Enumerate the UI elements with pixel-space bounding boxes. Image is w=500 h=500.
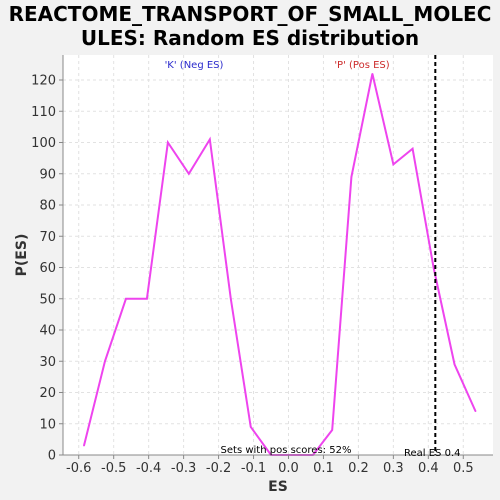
series-point-0-16 bbox=[411, 147, 414, 150]
x-tick-label-4: -0.2 bbox=[206, 461, 231, 476]
x-tick-label-2: -0.4 bbox=[136, 461, 161, 476]
series-point-0-2 bbox=[125, 297, 127, 300]
x-tick-label-9: 0.3 bbox=[383, 461, 404, 476]
series-point-0-12 bbox=[331, 429, 333, 431]
y-tick-label-10: 100 bbox=[31, 136, 56, 151]
series-point-0-15 bbox=[392, 163, 395, 166]
grid-lines bbox=[63, 55, 493, 456]
x-tick-label-8: 0.2 bbox=[348, 461, 369, 476]
y-tick-label-9: 90 bbox=[39, 167, 56, 182]
y-tick-label-4: 40 bbox=[39, 324, 56, 339]
pos-scores-label: Sets with pos scores: 52% bbox=[221, 445, 352, 456]
series-point-0-8 bbox=[249, 426, 252, 428]
x-tick-label-1: -0.5 bbox=[101, 461, 126, 476]
y-axis-title: P(ES) bbox=[14, 234, 30, 277]
series-point-0-0 bbox=[83, 444, 85, 447]
x-tick-label-0: -0.6 bbox=[66, 461, 91, 476]
chart-title-line-2: ULES: Random ES distribution bbox=[80, 26, 420, 50]
real-es-label: Real ES 0.4 bbox=[404, 448, 460, 459]
neg-es-label: 'K' (Neg ES) bbox=[165, 60, 224, 71]
axes bbox=[62, 55, 493, 456]
x-tick-label-11: 0.5 bbox=[453, 461, 474, 476]
series-point-0-6 bbox=[209, 138, 211, 141]
series-point-0-19 bbox=[474, 410, 477, 413]
y-tick-label-8: 80 bbox=[39, 199, 56, 214]
y-tick-label-3: 30 bbox=[39, 355, 56, 370]
y-tick-label-1: 10 bbox=[39, 417, 56, 432]
y-tick-label-0: 0 bbox=[48, 449, 56, 464]
y-tick-label-6: 60 bbox=[39, 261, 56, 276]
plot-area bbox=[63, 55, 493, 455]
series-point-0-3 bbox=[146, 297, 148, 300]
x-axis-title: ES bbox=[268, 479, 288, 495]
series-point-0-13 bbox=[350, 176, 353, 178]
series-point-0-4 bbox=[167, 141, 169, 144]
chart-title: REACTOME_TRANSPORT_OF_SMALL_MOLEC ULES: … bbox=[0, 2, 500, 50]
series-point-0-14 bbox=[371, 72, 374, 75]
chart-title-line-1: REACTOME_TRANSPORT_OF_SMALL_MOLEC bbox=[8, 2, 492, 26]
y-tick-label-12: 120 bbox=[31, 74, 56, 89]
y-tick-label-11: 110 bbox=[31, 105, 56, 120]
x-tick-label-3: -0.3 bbox=[171, 461, 196, 476]
series-point-0-1 bbox=[104, 360, 106, 363]
pos-es-label: 'P' (Pos ES) bbox=[334, 60, 389, 71]
x-tick-label-5: -0.1 bbox=[241, 461, 266, 476]
x-tick-label-7: 0.1 bbox=[313, 461, 334, 476]
series-point-0-17 bbox=[432, 266, 435, 269]
series-point-0-18 bbox=[453, 363, 456, 366]
y-tick-label-2: 20 bbox=[39, 386, 56, 401]
x-tick-label-10: 0.4 bbox=[418, 461, 439, 476]
y-tick-label-5: 50 bbox=[39, 292, 56, 307]
x-ticks: -0.6 -0.5 -0.4 -0.3 -0.2 -0.1 0.0 0.1 0.2 0.3 0.4 0… bbox=[66, 455, 474, 476]
series-point-0-5 bbox=[188, 172, 190, 175]
y-ticks: 0 10 20 30 40 50 60 70 80 90 100 110 120 bbox=[31, 74, 63, 464]
y-tick-label-7: 70 bbox=[39, 230, 56, 245]
series-point-0-7 bbox=[230, 297, 232, 300]
x-tick-label-6: 0.0 bbox=[278, 461, 299, 476]
